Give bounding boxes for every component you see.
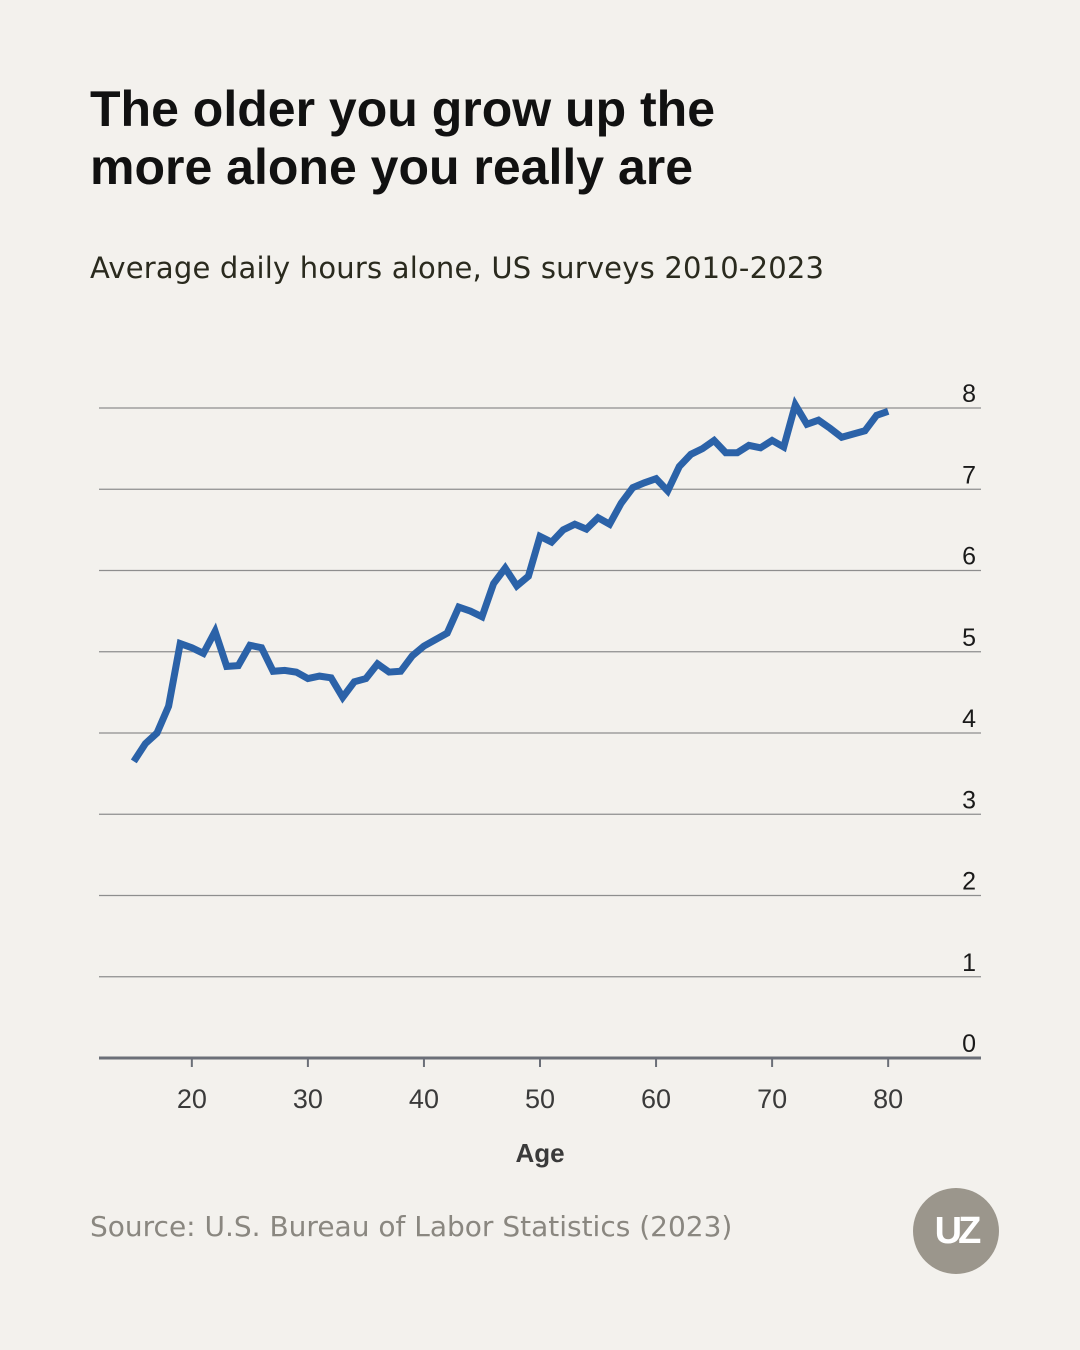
brand-logo: UZ xyxy=(913,1188,999,1274)
x-axis-tick-labels: 20 30 40 50 60 70 80 xyxy=(177,1058,903,1114)
x-tick-label-20: 20 xyxy=(177,1084,207,1114)
y-tick-label-8: 8 xyxy=(962,380,976,408)
brand-logo-text: UZ xyxy=(934,1209,982,1252)
series-layer xyxy=(130,395,890,764)
series-line-0 xyxy=(130,395,890,764)
chart-title-line-1: The older you grow up the xyxy=(90,81,715,137)
chart-subtitle: Average daily hours alone, US surveys 20… xyxy=(90,251,825,285)
x-tick-label-30: 30 xyxy=(293,1084,323,1114)
y-axis-tick-labels: 0 1 2 3 4 5 6 7 8 xyxy=(962,380,976,1058)
x-tick-label-40: 40 xyxy=(409,1084,439,1114)
y-tick-label-6: 6 xyxy=(962,543,976,571)
y-tick-label-0: 0 xyxy=(962,1030,976,1058)
x-tick-label-60: 60 xyxy=(641,1084,671,1114)
x-tick-label-50: 50 xyxy=(525,1084,555,1114)
chart-title: The older you grow up the more alone you… xyxy=(90,80,990,196)
x-tick-label-80: 80 xyxy=(873,1084,903,1114)
y-tick-label-7: 7 xyxy=(962,461,976,489)
x-tick-label-70: 70 xyxy=(757,1084,787,1114)
y-tick-label-3: 3 xyxy=(962,786,976,814)
chart-title-line-2: more alone you really are xyxy=(90,139,694,195)
y-tick-label-1: 1 xyxy=(962,949,976,977)
gridlines xyxy=(99,407,981,1060)
x-axis-label: Age xyxy=(515,1138,564,1168)
line-chart: 0 1 2 3 4 5 6 7 8 20 30 40 50 60 70 80 Age xyxy=(99,380,981,1168)
y-tick-label-5: 5 xyxy=(962,624,976,652)
source-note: Source: U.S. Bureau of Labor Statistics … xyxy=(90,1210,733,1243)
y-tick-label-2: 2 xyxy=(962,868,976,896)
y-tick-label-4: 4 xyxy=(962,705,976,733)
